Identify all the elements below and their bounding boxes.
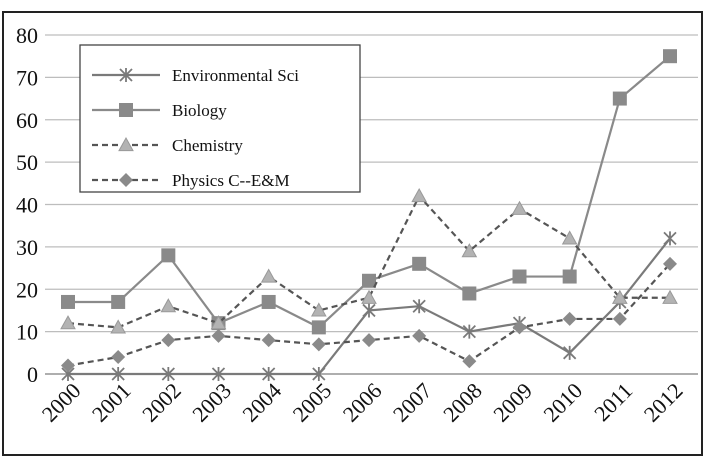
marker <box>110 319 127 334</box>
marker <box>511 200 528 215</box>
marker <box>462 286 477 301</box>
marker <box>663 256 677 271</box>
marker <box>462 324 476 339</box>
y-tick-label: 70 <box>16 65 38 90</box>
legend-marker <box>119 173 133 187</box>
marker <box>210 315 227 330</box>
marker <box>211 328 226 343</box>
legend-label: Environmental Sci <box>172 66 299 85</box>
marker <box>561 230 578 245</box>
y-tick-label: 60 <box>16 108 38 133</box>
marker <box>563 345 577 360</box>
marker <box>61 294 75 309</box>
marker <box>611 289 628 304</box>
marker <box>261 333 276 348</box>
marker <box>262 367 276 381</box>
marker <box>512 320 527 335</box>
marker <box>160 298 177 313</box>
marker <box>362 333 376 348</box>
marker <box>512 269 527 284</box>
y-tick-label: 10 <box>16 320 38 345</box>
marker <box>310 302 327 317</box>
y-tick-label: 30 <box>16 235 38 260</box>
marker <box>161 367 175 381</box>
marker <box>461 243 478 258</box>
marker <box>412 328 427 343</box>
legend-label: Biology <box>172 101 227 120</box>
marker <box>612 91 627 106</box>
legend-label: Chemistry <box>172 136 243 155</box>
marker <box>311 337 326 352</box>
marker <box>211 367 226 381</box>
y-tick-label: 80 <box>16 23 38 48</box>
y-tick-label: 20 <box>16 277 38 302</box>
marker <box>260 268 277 283</box>
marker <box>662 289 678 304</box>
marker <box>562 311 577 326</box>
marker <box>412 299 426 314</box>
marker <box>612 311 627 326</box>
y-tick-label: 50 <box>16 150 38 175</box>
marker <box>361 289 377 304</box>
marker <box>663 231 677 246</box>
marker <box>311 320 326 335</box>
legend-marker <box>118 136 134 152</box>
marker <box>161 333 176 348</box>
marker <box>312 367 326 381</box>
legend-marker <box>119 103 133 117</box>
y-tick-label: 0 <box>27 362 38 387</box>
marker <box>412 256 427 271</box>
marker <box>111 350 126 365</box>
marker <box>411 187 428 203</box>
y-tick-label: 40 <box>16 193 38 218</box>
marker <box>261 294 276 309</box>
marker <box>60 315 76 330</box>
marker <box>562 269 577 284</box>
legend-marker <box>119 68 133 82</box>
marker <box>111 294 126 309</box>
marker <box>663 49 677 64</box>
marker <box>462 354 477 369</box>
marker <box>161 248 176 263</box>
marker <box>61 358 75 373</box>
marker <box>362 273 376 288</box>
marker <box>111 367 125 381</box>
legend-label: Physics C--E&M <box>172 171 290 190</box>
marker <box>362 303 376 318</box>
